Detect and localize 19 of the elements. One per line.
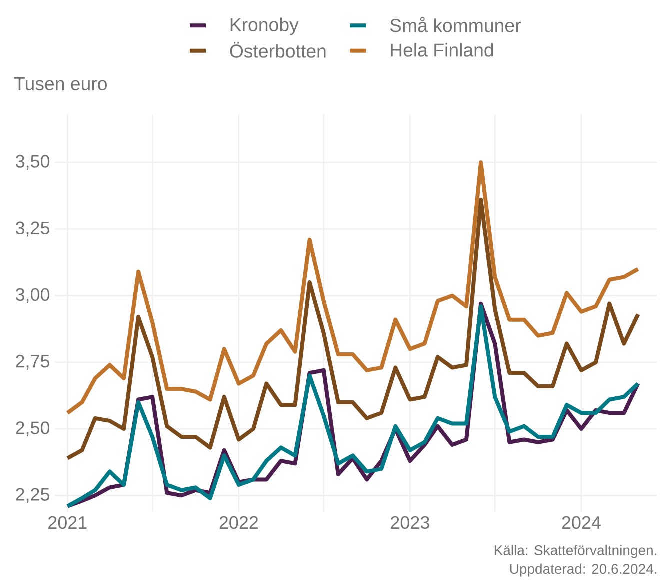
y-tick-label: 3,50 [16,155,50,170]
text: Källa: Skatteförvaltningen. [494,545,656,558]
x-tick-label: 2022 [220,516,258,530]
y-tick-label: 2,50 [16,422,50,436]
y-axis-title: Tusen euro [14,77,107,91]
legend-label: Kronoby [230,18,299,36]
text: Uppdaterad: 20.6.2024. [510,564,656,577]
x-tick-label: 2021 [48,516,87,530]
y-tick-label: 3,25 [16,222,50,237]
y-tick-label: 2,75 [16,355,50,370]
legend-label: Små kommuner [390,17,521,32]
x-tick-label: 2023 [391,516,430,530]
line-series [66,160,640,416]
y-tick-label: 2,25 [16,488,50,504]
legend-label: Österbotten [230,42,326,58]
y-tick-label: 3,00 [16,288,50,304]
x-tick-label: 2024 [562,516,601,530]
legend-label: Hela Finland [391,43,494,57]
line-series [66,198,640,460]
